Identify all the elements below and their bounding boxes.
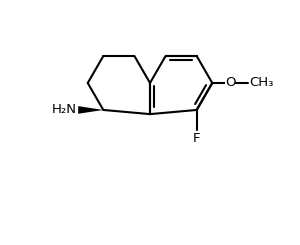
Polygon shape [78, 106, 103, 114]
Text: F: F [193, 132, 200, 145]
Text: O: O [225, 76, 236, 89]
Text: CH₃: CH₃ [249, 76, 274, 89]
Text: H₂N: H₂N [51, 103, 76, 116]
